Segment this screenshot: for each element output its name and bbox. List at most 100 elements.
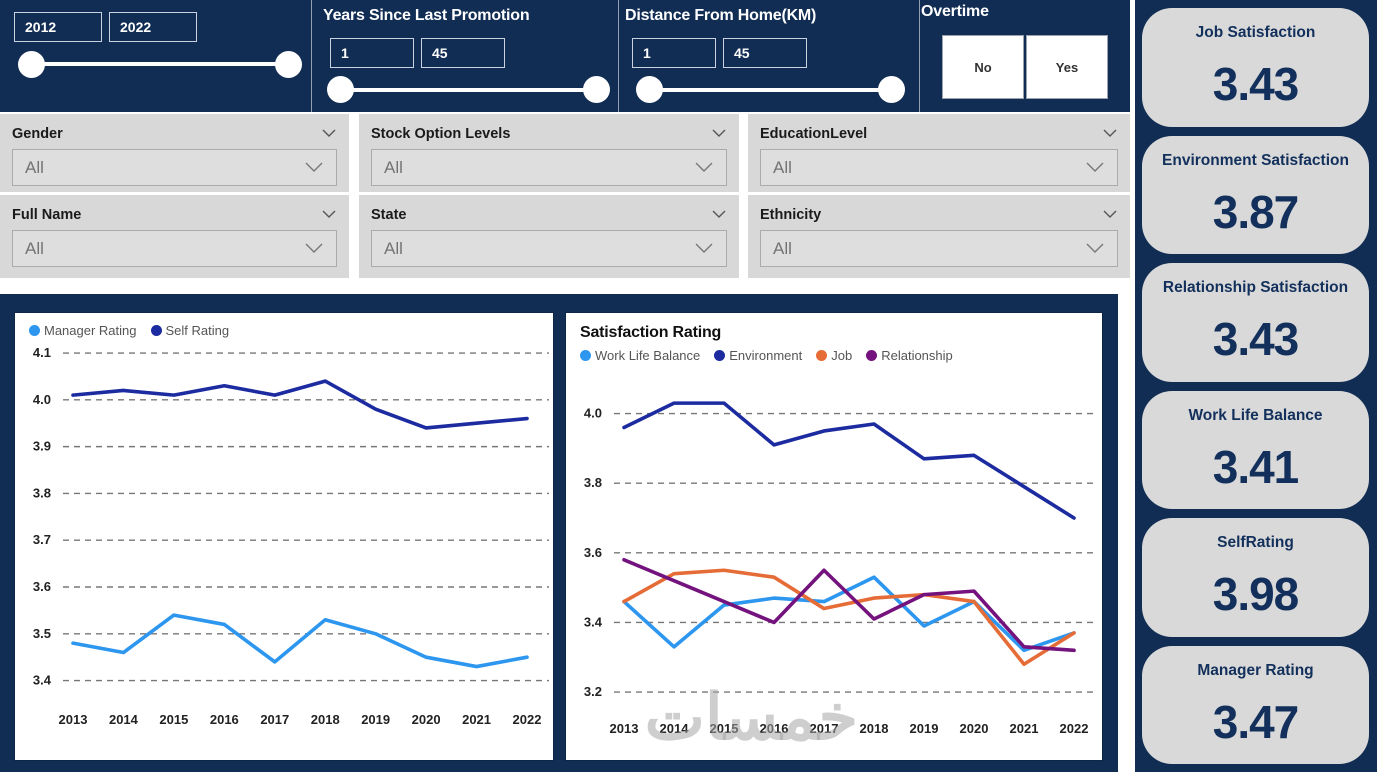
stock-option-levels-dropdown[interactable]: All: [371, 149, 727, 186]
promotion-max-input[interactable]: 45: [421, 38, 505, 68]
promotion-slider-track: [340, 88, 596, 92]
chevron-down-icon: [305, 162, 323, 172]
year-slider-handle-max[interactable]: [275, 51, 302, 78]
kpi-value: 3.87: [1212, 185, 1300, 238]
kpi-manager-rating: Manager Rating 3.47: [1142, 645, 1369, 764]
distance-max-input[interactable]: 45: [723, 38, 807, 68]
dropdown-value: All: [773, 157, 792, 177]
svg-text:2022: 2022: [513, 712, 542, 727]
chevron-down-icon: [695, 243, 713, 253]
ethnicity-dropdown[interactable]: All: [760, 230, 1118, 267]
chevron-down-icon[interactable]: [1102, 129, 1118, 138]
promotion-min-input[interactable]: 1: [330, 38, 414, 68]
svg-text:2015: 2015: [710, 721, 739, 736]
svg-text:3.9: 3.9: [33, 439, 51, 454]
filter-full-name: Full Name All: [0, 195, 349, 278]
distance-min-input[interactable]: 1: [632, 38, 716, 68]
legend-item: Manager Rating: [29, 323, 137, 338]
satisfaction-rating-chart: Satisfaction Rating Work Life Balance Env…: [565, 312, 1103, 761]
filter-education-level: EducationLevel All: [748, 114, 1130, 192]
kpi-title: Relationship Satisfaction: [1162, 279, 1349, 296]
legend-dot-icon: [150, 325, 162, 336]
distance-slider-handle-max[interactable]: [878, 76, 905, 103]
gender-dropdown[interactable]: All: [12, 149, 337, 186]
full-name-dropdown[interactable]: All: [12, 230, 337, 267]
chevron-down-icon: [305, 243, 323, 253]
svg-text:2020: 2020: [960, 721, 989, 736]
top-slicer-bar: 2012 2022 Years Since Last Promotion 1 4…: [0, 0, 1130, 112]
topbar-divider: [919, 0, 920, 112]
kpi-value: 3.43: [1212, 313, 1300, 366]
filter-label: Stock Option Levels: [371, 125, 511, 142]
svg-text:3.6: 3.6: [33, 579, 51, 594]
svg-text:2016: 2016: [210, 712, 239, 727]
dropdown-value: All: [25, 238, 44, 258]
chart-legend: Work Life Balance Environment Job Relations…: [566, 342, 1102, 363]
kpi-sidebar: Job Satisfaction 3.43 Environment Satisf…: [1130, 0, 1377, 772]
year-min-input[interactable]: 2012: [14, 12, 102, 42]
overtime-no-button[interactable]: No: [942, 35, 1024, 99]
promotion-slicer-title: Years Since Last Promotion: [323, 7, 530, 24]
kpi-value: 3.98: [1212, 568, 1300, 621]
rating-trend-chart: Manager Rating Self Rating 4.1 4.0 3.9 3.8 3.…: [14, 312, 554, 761]
chevron-down-icon[interactable]: [321, 210, 337, 219]
distance-slider-handle-min[interactable]: [636, 76, 663, 103]
legend-label: Self Rating: [165, 323, 230, 338]
legend-label: Environment: [729, 348, 803, 363]
chevron-down-icon[interactable]: [711, 129, 727, 138]
filter-label: Full Name: [12, 206, 82, 223]
svg-text:2019: 2019: [361, 712, 390, 727]
chevron-down-icon[interactable]: [321, 129, 337, 138]
overtime-yes-button[interactable]: Yes: [1026, 35, 1108, 99]
distance-slider-track: [648, 88, 890, 92]
legend-label: Job: [831, 348, 853, 363]
svg-text:2014: 2014: [660, 721, 690, 736]
svg-text:2017: 2017: [810, 721, 839, 736]
svg-text:2021: 2021: [1010, 721, 1039, 736]
kpi-title: SelfRating: [1217, 534, 1294, 551]
chevron-down-icon: [695, 162, 713, 172]
svg-text:4.1: 4.1: [33, 345, 51, 360]
kpi-job-satisfaction: Job Satisfaction 3.43: [1142, 8, 1369, 127]
kpi-environment-satisfaction: Environment Satisfaction 3.87: [1142, 135, 1369, 254]
filter-ethnicity: Ethnicity All: [748, 195, 1130, 278]
svg-text:2015: 2015: [159, 712, 188, 727]
svg-text:2014: 2014: [109, 712, 139, 727]
svg-text:2020: 2020: [412, 712, 441, 727]
year-slider-handle-min[interactable]: [18, 51, 45, 78]
chevron-down-icon[interactable]: [1102, 210, 1118, 219]
filter-label: EducationLevel: [760, 125, 868, 142]
svg-text:3.4: 3.4: [584, 614, 603, 629]
kpi-title: Work Life Balance: [1188, 406, 1323, 424]
svg-text:3.8: 3.8: [584, 475, 602, 490]
svg-text:3.8: 3.8: [33, 485, 51, 500]
kpi-value: 3.47: [1212, 695, 1300, 748]
year-max-input[interactable]: 2022: [109, 12, 197, 42]
svg-text:3.6: 3.6: [584, 545, 602, 560]
svg-text:4.0: 4.0: [33, 392, 51, 407]
dropdown-value: All: [384, 157, 403, 177]
filter-state: State All: [359, 195, 739, 278]
promotion-slider-handle-min[interactable]: [327, 76, 354, 103]
education-level-dropdown[interactable]: All: [760, 149, 1118, 186]
svg-text:3.4: 3.4: [33, 673, 52, 688]
distance-slicer-title: Distance From Home(KM): [625, 7, 817, 24]
legend-dot-icon: [714, 350, 726, 361]
svg-text:2013: 2013: [59, 712, 88, 727]
dropdown-value: All: [25, 157, 44, 177]
legend-item: Self Rating: [150, 323, 230, 338]
chevron-down-icon: [1086, 162, 1104, 172]
legend-dot-icon: [29, 325, 40, 336]
promotion-slider-handle-max[interactable]: [583, 76, 610, 103]
svg-text:2018: 2018: [311, 712, 340, 727]
chevron-down-icon[interactable]: [711, 210, 727, 219]
legend-item: Environment: [714, 348, 802, 363]
state-dropdown[interactable]: All: [371, 230, 727, 267]
satisfaction-rating-line-chart: 4.0 3.8 3.6 3.4 3.2 2013 2014 2015 2016 2017 2018 2…: [584, 401, 1098, 736]
svg-text:3.2: 3.2: [584, 684, 602, 699]
svg-text:2013: 2013: [610, 721, 639, 736]
kpi-relationship-satisfaction: Relationship Satisfaction 3.43: [1142, 263, 1369, 382]
kpi-value: 3.43: [1212, 58, 1300, 111]
legend-dot-icon: [580, 350, 591, 361]
manager-self-rating-line-chart: 4.1 4.0 3.9 3.8 3.7 3.6 3.5 3.4 2013 2014 2015 2016…: [33, 345, 549, 727]
